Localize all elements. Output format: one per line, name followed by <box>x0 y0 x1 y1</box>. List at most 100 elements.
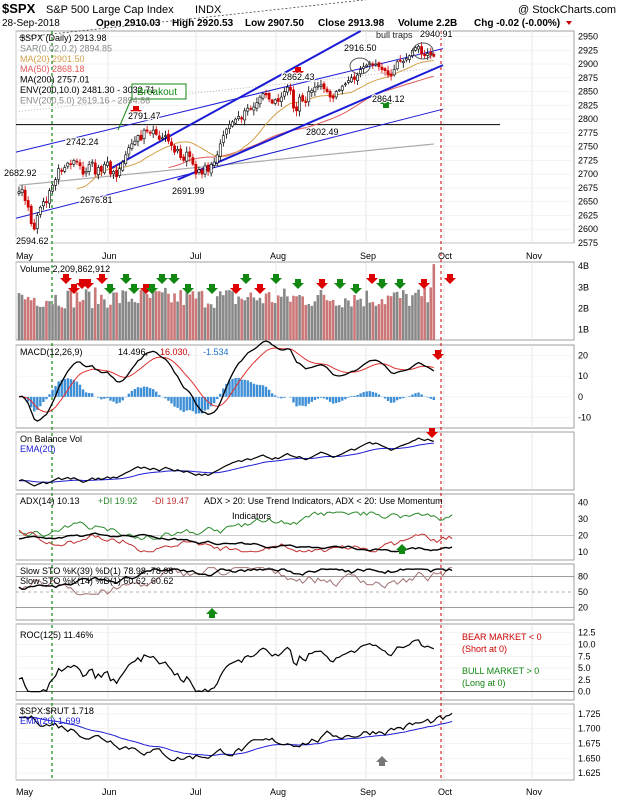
volume-legend: Volume 2,209,862,912 <box>20 264 110 274</box>
candle-body <box>45 201 48 204</box>
candle-body <box>325 88 329 92</box>
candle-body <box>57 168 61 180</box>
chart-open: Open 2910.03 <box>96 18 161 29</box>
macd-histogram-bar <box>335 396 338 404</box>
macd-histogram-bar <box>316 396 320 399</box>
macd-histogram-bar <box>274 395 277 397</box>
ratio-line <box>18 712 453 762</box>
volume-bar <box>411 295 414 340</box>
candle-body <box>148 131 152 134</box>
candle-body <box>304 101 308 103</box>
price-legend-item: SAR(0.02,0.2) 2894.85 <box>20 43 112 53</box>
volume-bar <box>130 298 134 340</box>
price-annotation: 2862.43 <box>282 72 315 82</box>
candle-body <box>340 85 344 91</box>
candle-body <box>99 166 103 172</box>
macd-histogram-bar <box>69 379 73 397</box>
volume-bar <box>273 303 277 340</box>
env200-10-upper <box>18 0 367 38</box>
price-ytick: 2725 <box>578 155 598 165</box>
candle-body <box>157 135 161 140</box>
candle-body <box>78 162 82 167</box>
price-legend-item: $SPX (Daily) 2913.98 <box>20 33 107 43</box>
candle-body <box>353 76 356 80</box>
volume-bar <box>84 289 88 340</box>
macd-histogram-bar <box>249 382 252 397</box>
buy-arrow-icon <box>350 284 362 294</box>
buy-arrow-icon <box>120 274 132 284</box>
macd-histogram-bar <box>298 396 301 406</box>
candle-body <box>23 189 27 201</box>
sto-ytick: 20 <box>578 602 588 612</box>
macd-line <box>18 340 435 422</box>
candle-body <box>182 156 186 161</box>
candle-body <box>420 46 424 55</box>
candle-body <box>87 163 91 172</box>
macd-histogram-bar <box>414 393 417 397</box>
xtick-may-bottom: May <box>16 787 34 797</box>
volume-bar <box>93 287 97 340</box>
candle-body <box>261 93 265 99</box>
macd-histogram-bar <box>386 396 390 401</box>
chart-exchange: INDX <box>195 4 222 16</box>
candle-body <box>194 163 198 175</box>
macd-histogram-bar <box>368 391 371 397</box>
macd-histogram-bar <box>383 396 387 399</box>
macd-histogram-bar <box>155 391 158 397</box>
macd-histogram-bar <box>353 395 356 397</box>
volume-ytick: 4B <box>578 261 589 271</box>
macd-ytick: -10 <box>578 413 591 423</box>
price-legend-item: MA(200) 2757.01 <box>20 75 90 85</box>
macd-histogram-bar <box>237 377 240 397</box>
macd-histogram-bar <box>42 396 45 402</box>
buy-arrow-icon <box>128 284 140 294</box>
xtick-bottom-jul: Jul <box>190 787 202 797</box>
ma20-line <box>76 60 434 190</box>
macd-histogram-bar <box>228 380 231 397</box>
volume-bar <box>97 304 100 340</box>
macd-histogram-bar <box>295 396 298 407</box>
candle-body <box>103 163 106 174</box>
candle-body <box>371 63 375 66</box>
xtick-sep: Sep <box>360 251 376 261</box>
candle-body <box>200 169 204 175</box>
candle-body <box>398 60 402 62</box>
macd-histogram-bar <box>63 379 66 397</box>
chart-name: S&P 500 Large Cap Index <box>46 4 174 16</box>
volume-bar <box>429 287 433 340</box>
volume-bar <box>240 298 243 340</box>
candle-body <box>279 96 283 102</box>
macd-hist-value: -1.534 <box>203 347 229 357</box>
volume-bar <box>154 291 158 340</box>
candle-body <box>417 46 420 50</box>
candle-body <box>179 148 183 158</box>
candle-body <box>243 110 247 121</box>
candle-body <box>127 147 131 155</box>
volume-bar <box>182 304 185 340</box>
macd-histogram-bar <box>30 396 33 408</box>
price-annotation: 2802.49 <box>306 127 339 137</box>
candle-body <box>234 118 237 124</box>
candle-body <box>38 206 42 215</box>
candle-body <box>295 106 298 112</box>
xtick-jun: Jun <box>102 251 117 261</box>
candle-body <box>231 121 234 127</box>
macd-histogram-bar <box>313 396 317 400</box>
volume-bar <box>51 304 54 340</box>
price-ytick: 2600 <box>578 224 598 234</box>
candle-body <box>173 145 176 153</box>
candle-body <box>298 96 302 112</box>
price-legend-item: ENV(200,10.0) 2481.30 - 3032.71 <box>20 85 155 95</box>
volume-bar <box>347 300 350 340</box>
candle-body <box>267 92 271 100</box>
panel-macd <box>15 344 575 429</box>
macd-histogram-bar <box>112 396 115 402</box>
volume-bar <box>398 297 402 340</box>
candle-body <box>429 51 433 56</box>
candle-body <box>197 169 201 173</box>
price-ytick: 2850 <box>578 87 598 97</box>
volume-bar <box>344 298 347 340</box>
buy-arrow-icon <box>168 274 180 284</box>
sell-arrow-icon <box>292 67 304 77</box>
volume-bar <box>258 297 262 340</box>
